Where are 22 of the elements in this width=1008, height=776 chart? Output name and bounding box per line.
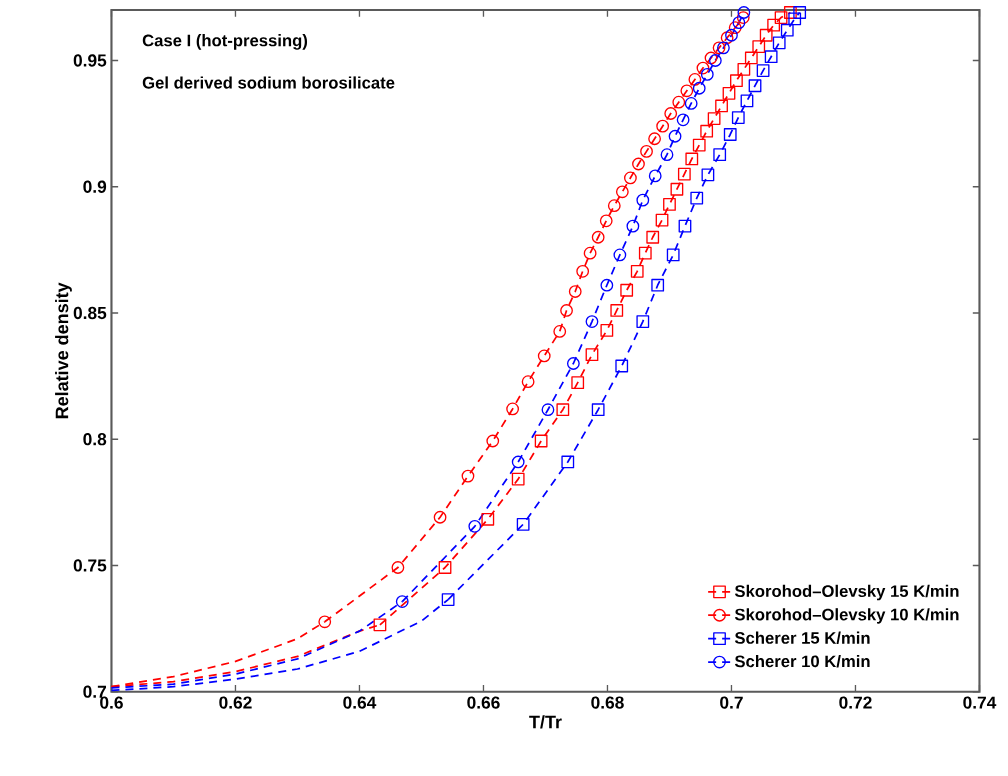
y-tick-label: 0.95 — [73, 54, 107, 67]
x-tick-label: 0.72 — [839, 696, 872, 709]
legend-label: Skorohod–Olevsky 10 K/min — [734, 608, 959, 624]
x-tick-label: 0.64 — [343, 696, 377, 709]
y-tick-label: 0.7 — [83, 685, 106, 698]
y-tick-label: 0.75 — [73, 559, 107, 572]
x-tick-label: 0.6 — [100, 696, 123, 709]
y-tick-label: 0.9 — [83, 180, 107, 193]
x-tick-label: 0.7 — [720, 696, 743, 709]
legend-label: Skorohod–Olevsky 15 K/min — [734, 584, 959, 601]
x-tick-label: 0.62 — [219, 696, 252, 709]
legend-label: Scherer 10 K/min — [734, 655, 870, 668]
annotation: Case I (hot-pressing) — [142, 34, 308, 50]
x-tick-label: 0.74 — [963, 696, 997, 709]
x-tick-label: 0.68 — [591, 696, 624, 709]
y-tick-label: 0.8 — [83, 433, 107, 446]
legend-label: Scherer 15 K/min — [734, 631, 870, 645]
x-tick-label: 0.66 — [467, 696, 500, 709]
y-axis-title: Relative density — [55, 282, 72, 419]
annotation: Gel derived sodium borosilicate — [142, 76, 395, 89]
y-tick-label: 0.85 — [73, 306, 107, 320]
x-axis-title: T/Tr — [529, 715, 562, 729]
